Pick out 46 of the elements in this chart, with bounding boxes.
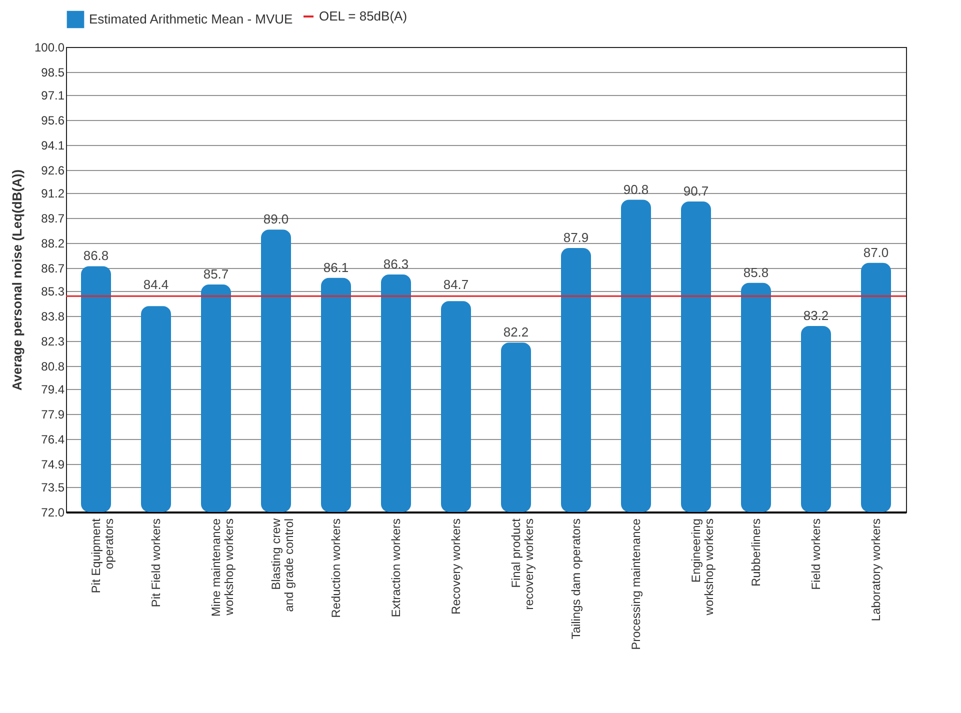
y-tick-label: 85.3	[41, 284, 65, 299]
y-tick-label: 76.4	[41, 432, 65, 446]
y-tick-label: 77.9	[41, 408, 65, 422]
x-tick-label: Pit Field workers	[149, 518, 163, 608]
y-tick-label: 91.2	[41, 186, 65, 201]
data-label: 90.8	[623, 182, 649, 197]
data-label: 84.7	[443, 277, 469, 292]
x-tick-label: Pit Equipment operators	[89, 518, 116, 594]
y-axis-title: Average personal noise (Leq(dB(A))	[9, 169, 24, 391]
y-tick-label: 88.2	[41, 236, 65, 250]
data-label: 85.7	[203, 266, 229, 282]
x-tick-label: Processing maintenance	[629, 518, 643, 650]
x-tick-label: Laboratory workers	[869, 518, 883, 622]
data-label: 82.2	[503, 324, 529, 340]
x-tick-label: Reduction workers	[329, 518, 343, 618]
x-tick-label: Extraction workers	[389, 518, 403, 618]
y-tick-label: 82.3	[41, 334, 65, 348]
y-tick-label: 74.9	[41, 457, 65, 472]
y-tick-label: 92.6	[41, 163, 65, 178]
y-tick-label: 100.0	[34, 40, 65, 54]
x-tick-label: Final product recovery workers	[509, 518, 536, 610]
x-tick-label: Mine maintenance workshop workers	[209, 518, 236, 617]
data-label: 87.0	[863, 244, 889, 260]
data-label: 86.8	[83, 248, 109, 264]
y-tick-label: 89.7	[41, 212, 65, 226]
y-tick-label: 95.6	[41, 114, 65, 128]
data-label: 84.4	[143, 277, 169, 292]
y-tick-label: 80.8	[41, 359, 65, 374]
legend-label: OEL = 85dB(A)	[319, 8, 408, 24]
x-tick-label: Rubberliners	[749, 518, 763, 587]
data-label: 85.8	[743, 264, 769, 280]
data-label: 87.9	[563, 230, 589, 245]
x-tick-label: Field workers	[809, 518, 823, 590]
y-tick-label: 97.1	[41, 88, 65, 103]
y-tick-label: 86.7	[41, 261, 65, 276]
legend-label: Estimated Arithmetic Mean - MVUE	[89, 12, 294, 26]
y-tick-label: 72.0	[41, 506, 65, 520]
y-tick-label: 73.5	[41, 480, 65, 495]
x-tick-label: Recovery workers	[449, 518, 463, 615]
x-tick-label: Tailings dam operators	[569, 518, 583, 640]
y-tick-label: 83.8	[41, 310, 65, 324]
y-tick-label: 94.1	[41, 138, 65, 152]
y-tick-label: 79.4	[41, 382, 65, 397]
data-label: 86.3	[383, 256, 409, 272]
x-tick-label: Engineering workshop workers	[689, 518, 716, 616]
y-tick-label: 98.5	[41, 65, 65, 80]
